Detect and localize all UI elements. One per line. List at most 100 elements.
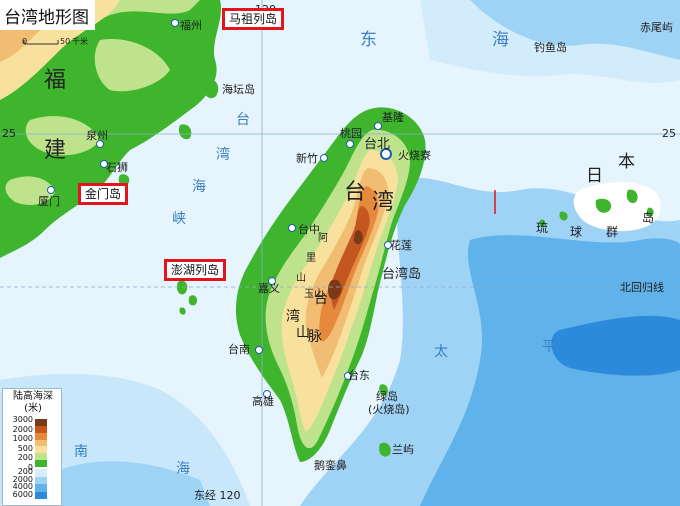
- taipei-label: 台北: [364, 137, 391, 152]
- taipei-marker: [380, 148, 392, 160]
- trench-east: [551, 315, 680, 376]
- pacific-label-1: 太: [434, 344, 448, 360]
- ryukyu-label-2: 球: [570, 225, 583, 239]
- central-range-label-3: 山: [296, 325, 310, 341]
- ryukyu-label-4: 岛: [642, 211, 655, 225]
- chuhuoliao-label: 火烧寮: [398, 149, 431, 162]
- pacific-label-2: 平: [542, 339, 556, 355]
- hualien-label: 花莲: [390, 239, 412, 252]
- tainan-label: 台南: [228, 343, 250, 356]
- chiwei-label: 赤尾屿: [640, 21, 673, 34]
- hualien-marker: [384, 241, 392, 249]
- okinawa-trough: [470, 0, 680, 60]
- keelung-label: 基隆: [382, 111, 404, 124]
- taoyuan-marker: [346, 140, 354, 148]
- strait-label-1: 台: [236, 112, 250, 128]
- south-sea-label-2: 海: [176, 461, 190, 477]
- longitude-label-bottom: 东经 120: [194, 489, 241, 502]
- legend-land-swatch: [35, 432, 47, 440]
- legend-land-swatch: [35, 460, 47, 467]
- legend-land-tick: 200: [17, 453, 33, 463]
- legend-sea-tick: 6000: [12, 489, 33, 499]
- taitung-label: 台东: [348, 369, 370, 382]
- legend-land-tick: 2000: [12, 424, 33, 434]
- kaohsiung-marker: [263, 390, 271, 398]
- legend-title: 陆高海深 (米): [13, 391, 53, 414]
- eluanbi-label: 鹅銮鼻: [314, 459, 347, 472]
- east-sea-label-1: 东: [360, 30, 377, 50]
- ryukyu-label-1: 琉: [536, 221, 549, 235]
- central-range-label-2: 湾: [286, 309, 300, 325]
- lanyu-label: 兰屿: [392, 443, 414, 456]
- central-range-label-4: 脉: [308, 329, 322, 345]
- legend-land-swatch: [35, 446, 47, 454]
- lvdao-alt-label: (火烧岛): [368, 403, 410, 416]
- japan-label-1: 日: [586, 166, 603, 186]
- legend-land-swatch: [35, 453, 47, 461]
- hsinchu-marker: [320, 154, 328, 162]
- elevation-depth-legend: 陆高海深 (米) 3000 2000 1000 500 200 0 200 2000 4000 6…: [2, 388, 62, 506]
- taichung-label: 台中: [298, 223, 320, 236]
- xiamen-label: 厦门: [38, 195, 60, 208]
- keelung-marker: [374, 122, 382, 130]
- taiwan-label-1: 台: [344, 180, 367, 205]
- legend-sea-swatch: [35, 469, 47, 477]
- kaohsiung-label: 高雄: [252, 395, 274, 408]
- scale-value: 50: [60, 37, 71, 46]
- legend-land-swatch: [35, 425, 47, 433]
- map-title: 台湾地形图: [0, 0, 95, 30]
- shishi-label: 石狮: [106, 161, 128, 174]
- legend-sea-swatch: [35, 476, 47, 484]
- south-sea-deep: [60, 461, 210, 506]
- taoyuan-label: 桃园: [340, 127, 362, 140]
- south-sea-label-1: 南: [74, 444, 88, 460]
- fuzhou-label: 福州: [180, 19, 202, 32]
- yushan-label: 玉山: [304, 289, 324, 300]
- quanzhou-label: 泉州: [86, 129, 108, 142]
- scale-zero: 0: [22, 37, 28, 46]
- legend-land-swatch: [35, 419, 47, 426]
- taiwan-island-label: 台湾岛: [382, 267, 422, 282]
- tropic-of-cancer-label: 北回归线: [620, 281, 664, 294]
- legend-sea-swatch: [35, 484, 47, 492]
- taichung-marker: [288, 224, 296, 232]
- legend-sea-tick: 200: [17, 467, 33, 476]
- lvdao-label: 绿岛: [376, 390, 398, 403]
- tainan-marker: [255, 346, 263, 354]
- legend-sea-tick: 2000: [12, 474, 33, 484]
- scale-unit: 千米: [72, 37, 88, 46]
- central-range-label-1: 台: [314, 291, 328, 307]
- fuzhou-marker: [171, 19, 179, 27]
- legend-land-tick: 0: [27, 463, 33, 472]
- legend-sea-swatch: [35, 491, 47, 499]
- alishan-label-3: 山: [296, 273, 306, 284]
- matsu-islands-box: 马祖列岛: [222, 8, 285, 30]
- strait-label-3: 海: [192, 179, 206, 195]
- ryukyu-label-3: 群: [606, 225, 619, 239]
- taitung-marker: [344, 372, 352, 380]
- quanzhou-marker: [96, 140, 104, 148]
- strait-label-2: 湾: [216, 147, 230, 163]
- xiamen-marker: [47, 186, 55, 194]
- east-sea-label-2: 海: [492, 30, 509, 50]
- latitude-label-left: 25: [2, 127, 16, 140]
- shishi-marker: [100, 160, 108, 168]
- haitan-label: 海坛岛: [222, 83, 255, 96]
- legend-land-tick: 500: [17, 443, 33, 453]
- chiayi-label: 嘉义: [258, 282, 280, 295]
- fujian-label-2: 建: [44, 138, 67, 163]
- penghu-islands-box: 澎湖列岛: [164, 259, 227, 281]
- hsinchu-label: 新竹: [296, 152, 318, 165]
- diaoyu-label: 钓鱼岛: [534, 41, 567, 54]
- kinmen-island-box: 金门岛: [78, 183, 129, 205]
- legend-land-swatch: [35, 439, 47, 447]
- fujian-label-1: 福: [44, 68, 67, 93]
- japan-label-2: 本: [618, 152, 635, 172]
- alishan-label-1: 阿: [318, 233, 328, 244]
- legend-land-tick: 3000: [12, 415, 33, 424]
- latitude-label-right: 25: [662, 127, 676, 140]
- deeper-sea-east: [420, 235, 680, 506]
- legend-land-tick: 1000: [12, 434, 33, 444]
